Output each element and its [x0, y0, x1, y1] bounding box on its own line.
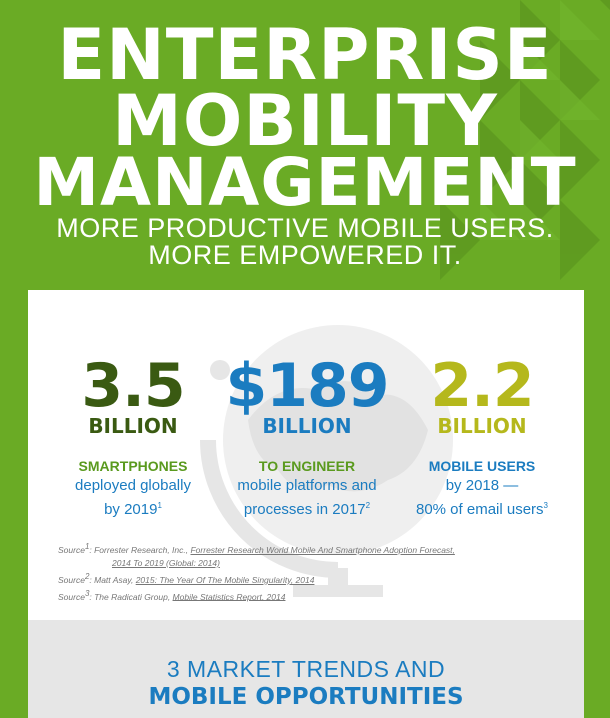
stat-description-line-2: processes in 2017: [243, 501, 366, 518]
footnote-marker: 2: [84, 571, 90, 581]
stat-number: 3.5: [81, 351, 185, 421]
globe-icon: [200, 325, 453, 597]
source-label: Source: [58, 544, 85, 555]
subtitle-line-1: MORE PRODUCTIVE MOBILE USERS.: [56, 213, 554, 243]
stat-unit: BILLION: [88, 414, 178, 438]
page-title-line-2: MOBILITY: [112, 80, 498, 162]
source-link[interactable]: Mobile Statistics Report, 2014: [172, 591, 286, 602]
source-link-continued[interactable]: 2014 To 2019 (Global: 2014): [112, 557, 220, 568]
stat-description-line-2: by 2019: [104, 501, 158, 518]
source-link[interactable]: 2015: The Year Of The Mobile Singularity…: [135, 574, 315, 585]
source-label: Source: [58, 591, 85, 602]
footnote-marker: 1: [84, 542, 90, 551]
trends-heading-line-1: 3 MARKET TRENDS AND: [166, 656, 446, 682]
hero-banner: ENTERPRISE MOBILITY MANAGEMENT MORE PROD…: [0, 0, 610, 290]
source-text: : Forrester Research, Inc.,: [89, 544, 191, 555]
source-label: Source: [58, 574, 85, 585]
stat-unit: BILLION: [437, 414, 527, 438]
source-text: : Matt Asay,: [89, 574, 136, 585]
stat-description: deployed globally by 20191: [43, 476, 223, 520]
stat-number: 2.2: [430, 351, 534, 421]
source-link[interactable]: Forrester Research World Mobile And Smar…: [190, 544, 455, 555]
stats-card: 3.5 BILLION SMARTPHONES deployed globall…: [28, 290, 584, 620]
stat-label: TO ENGINEER: [258, 458, 356, 474]
trends-heading-line-2: MOBILE OPPORTUNITIES: [148, 684, 464, 710]
stat-description-line-1: deployed globally: [75, 477, 191, 494]
stat-description-line-1: mobile platforms and: [237, 477, 377, 494]
page-title-line-1: ENTERPRISE: [57, 14, 553, 96]
stat-unit: BILLION: [262, 414, 352, 438]
source-text: : The Radicati Group,: [89, 591, 173, 602]
footnote-marker: 3: [543, 501, 548, 510]
stat-description: mobile platforms and processes in 20172: [217, 476, 397, 520]
subtitle-line-2: MORE EMPOWERED IT.: [148, 240, 462, 270]
stat-number: $189: [225, 351, 390, 421]
source-2: Source2: Matt Asay, 2015: The Year Of Th…: [58, 570, 558, 587]
footnote-marker: 2: [365, 501, 371, 510]
stat-description-line-1: by 2018 —: [445, 477, 519, 494]
footnote-marker: 1: [157, 501, 162, 510]
stat-description: by 2018 — 80% of email users3: [392, 476, 572, 520]
trends-section: 3 MARKET TRENDS AND MOBILE OPPORTUNITIES: [28, 620, 584, 718]
source-3: Source3: The Radicati Group, Mobile Stat…: [58, 587, 558, 604]
stat-description-line-2: 80% of email users: [415, 501, 544, 518]
source-1-continued: 2014 To 2019 (Global: 2014): [58, 557, 558, 570]
stat-label: SMARTPHONES: [78, 458, 188, 474]
triangle-pattern: [440, 0, 610, 280]
source-1: Source1: Forrester Research, Inc., Forre…: [58, 540, 558, 557]
stat-label: MOBILE USERS: [428, 458, 536, 474]
page-title-line-3: MANAGEMENT: [33, 144, 577, 221]
footnote-marker: 3: [84, 588, 90, 598]
source-citations: Source1: Forrester Research, Inc., Forre…: [58, 540, 558, 603]
